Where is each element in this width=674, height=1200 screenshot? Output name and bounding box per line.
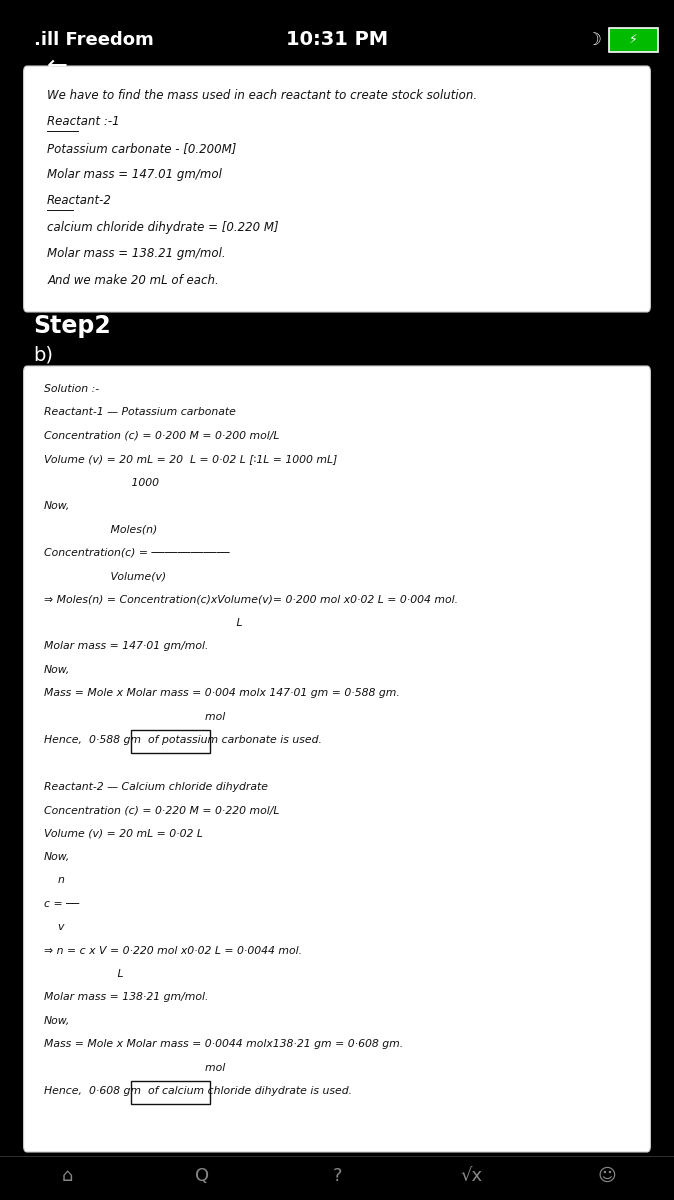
Text: L: L bbox=[44, 618, 243, 628]
Text: mol: mol bbox=[44, 712, 225, 721]
Text: Step2: Step2 bbox=[34, 314, 111, 338]
Text: mol: mol bbox=[44, 1063, 225, 1073]
Text: Reactant-2: Reactant-2 bbox=[47, 194, 112, 208]
Text: ☽: ☽ bbox=[586, 31, 601, 49]
Text: Concentration (c) = 0·220 M = 0·220 mol/L: Concentration (c) = 0·220 M = 0·220 mol/… bbox=[44, 805, 279, 815]
Text: Concentration(c) = ────────────: Concentration(c) = ──────────── bbox=[44, 547, 229, 558]
Text: Now,: Now, bbox=[44, 665, 70, 674]
Text: Reactant :-1: Reactant :-1 bbox=[47, 115, 120, 128]
Text: And we make 20 mL of each.: And we make 20 mL of each. bbox=[47, 274, 219, 287]
Text: v: v bbox=[44, 922, 64, 932]
Text: Molar mass = 147.01 gm/mol: Molar mass = 147.01 gm/mol bbox=[47, 168, 222, 181]
Text: c = ──: c = ── bbox=[44, 899, 79, 908]
Text: Mass = Mole x Molar mass = 0·0044 molx138·21 gm = 0·608 gm.: Mass = Mole x Molar mass = 0·0044 molx13… bbox=[44, 1039, 403, 1049]
Text: Molar mass = 138·21 gm/mol.: Molar mass = 138·21 gm/mol. bbox=[44, 992, 208, 1002]
Text: Solution :-: Solution :- bbox=[44, 384, 99, 394]
Text: Molar mass = 138.21 gm/mol.: Molar mass = 138.21 gm/mol. bbox=[47, 247, 226, 260]
Text: Reactant-1 — Potassium carbonate: Reactant-1 — Potassium carbonate bbox=[44, 407, 236, 418]
Text: Now,: Now, bbox=[44, 1015, 70, 1026]
Text: ←: ← bbox=[47, 54, 68, 78]
FancyBboxPatch shape bbox=[24, 66, 650, 312]
Text: Volume (v) = 20 mL = 0·02 L: Volume (v) = 20 mL = 0·02 L bbox=[44, 828, 203, 839]
FancyBboxPatch shape bbox=[24, 366, 650, 1152]
Text: √x: √x bbox=[461, 1166, 483, 1186]
Text: Molar mass = 147·01 gm/mol.: Molar mass = 147·01 gm/mol. bbox=[44, 641, 208, 652]
Text: Moles(n): Moles(n) bbox=[44, 524, 157, 534]
Text: Concentration (c) = 0·200 M = 0·200 mol/L: Concentration (c) = 0·200 M = 0·200 mol/… bbox=[44, 431, 279, 440]
Text: ⇒ Moles(n) = Concentration(c)xVolume(v)= 0·200 mol x0·02 L = 0·004 mol.: ⇒ Moles(n) = Concentration(c)xVolume(v)=… bbox=[44, 594, 458, 605]
Text: 1000: 1000 bbox=[44, 478, 159, 487]
Text: Q: Q bbox=[195, 1166, 209, 1186]
Text: Now,: Now, bbox=[44, 502, 70, 511]
Text: ⇒ n = c x V = 0·220 mol x0·02 L = 0·0044 mol.: ⇒ n = c x V = 0·220 mol x0·02 L = 0·0044… bbox=[44, 946, 302, 955]
Text: calcium chloride dihydrate = [0.220 M]: calcium chloride dihydrate = [0.220 M] bbox=[47, 221, 279, 234]
Text: Hence,  0·588 gm  of potassium carbonate is used.: Hence, 0·588 gm of potassium carbonate i… bbox=[44, 734, 321, 745]
Text: Volume(v): Volume(v) bbox=[44, 571, 166, 581]
Text: b): b) bbox=[34, 346, 54, 365]
Text: Volume (v) = 20 mL = 20  L = 0·02 L [∶1L = 1000 mL]: Volume (v) = 20 mL = 20 L = 0·02 L [∶1L … bbox=[44, 454, 337, 464]
Text: ?: ? bbox=[332, 1166, 342, 1186]
Text: We have to find the mass used in each reactant to create stock solution.: We have to find the mass used in each re… bbox=[47, 89, 477, 102]
Text: Potassium carbonate - [0.200M]: Potassium carbonate - [0.200M] bbox=[47, 142, 237, 155]
Text: Now,: Now, bbox=[44, 852, 70, 862]
Text: Hence,  0·608 gm  of calcium chloride dihydrate is used.: Hence, 0·608 gm of calcium chloride dihy… bbox=[44, 1086, 352, 1096]
Text: ☺: ☺ bbox=[597, 1166, 616, 1186]
FancyBboxPatch shape bbox=[609, 28, 658, 52]
Text: ⌂: ⌂ bbox=[62, 1166, 73, 1186]
Text: Mass = Mole x Molar mass = 0·004 molx 147·01 gm = 0·588 gm.: Mass = Mole x Molar mass = 0·004 molx 14… bbox=[44, 688, 400, 698]
Text: L: L bbox=[44, 968, 123, 979]
Text: .ill Freedom: .ill Freedom bbox=[34, 31, 154, 49]
Text: 10:31 PM: 10:31 PM bbox=[286, 30, 388, 49]
Text: Reactant-2 — Calcium chloride dihydrate: Reactant-2 — Calcium chloride dihydrate bbox=[44, 782, 268, 792]
Text: ⚡: ⚡ bbox=[630, 34, 638, 46]
Text: n: n bbox=[44, 875, 65, 886]
